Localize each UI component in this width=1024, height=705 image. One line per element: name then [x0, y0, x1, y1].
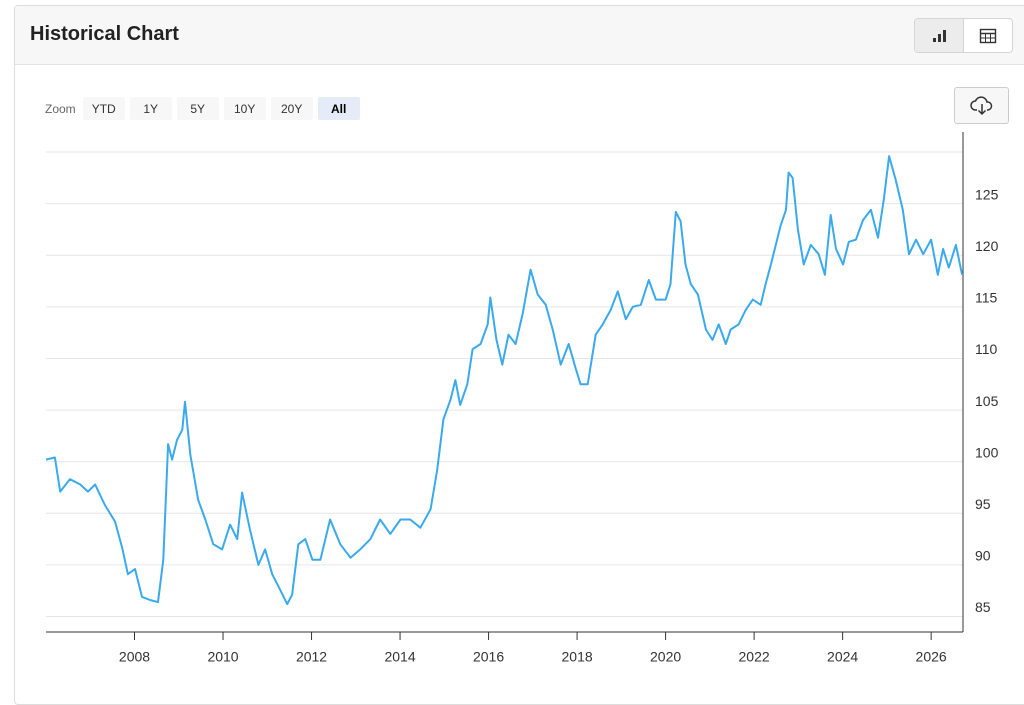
y-tick-label: 90 — [975, 548, 991, 564]
y-tick-label: 85 — [975, 599, 991, 615]
zoom-button[interactable]: 1Y — [129, 97, 172, 120]
x-tick-label: 2026 — [916, 649, 947, 665]
x-tick-label: 2024 — [827, 649, 858, 665]
price-line — [45, 155, 964, 606]
y-tick-label: 125 — [975, 186, 999, 202]
x-tick-label: 2016 — [473, 649, 504, 665]
zoom-button[interactable]: 5Y — [176, 97, 219, 120]
y-tick-label: 95 — [975, 496, 991, 512]
zoom-label: Zoom — [45, 101, 76, 116]
y-tick-label: 120 — [975, 238, 999, 254]
download-icon — [969, 95, 992, 115]
zoom-button[interactable]: All — [317, 97, 360, 120]
chart-view-button[interactable] — [915, 19, 964, 52]
x-tick-label: 2012 — [296, 649, 327, 665]
zoom-bar: Zoom YTD 1Y 5Y 10Y 20Y All — [45, 97, 365, 120]
chart-icon — [933, 29, 946, 42]
view-toggle — [914, 18, 1013, 53]
zoom-button[interactable]: 20Y — [270, 97, 313, 120]
zoom-button[interactable]: 10Y — [223, 97, 266, 120]
y-tick-label: 115 — [975, 290, 998, 306]
header: Historical Chart — [15, 6, 1024, 65]
card: Historical Chart Zoom YTD 1Y 5Y 10Y 20Y All — [14, 5, 1024, 705]
x-tick-label: 2022 — [739, 649, 770, 665]
title: Historical Chart — [30, 23, 179, 45]
x-tick-label: 2010 — [207, 649, 238, 665]
table-view-button[interactable] — [964, 19, 1012, 52]
x-tick-label: 2008 — [119, 649, 150, 665]
y-tick-label: 110 — [975, 341, 998, 357]
x-tick-label: 2018 — [562, 649, 593, 665]
table-icon — [979, 28, 997, 43]
y-tick-label: 105 — [975, 393, 999, 409]
download-button[interactable] — [954, 87, 1009, 124]
x-tick-label: 2014 — [384, 649, 415, 665]
x-tick-label: 2020 — [650, 649, 681, 665]
zoom-button[interactable]: YTD — [82, 97, 125, 120]
y-tick-label: 100 — [975, 444, 999, 460]
